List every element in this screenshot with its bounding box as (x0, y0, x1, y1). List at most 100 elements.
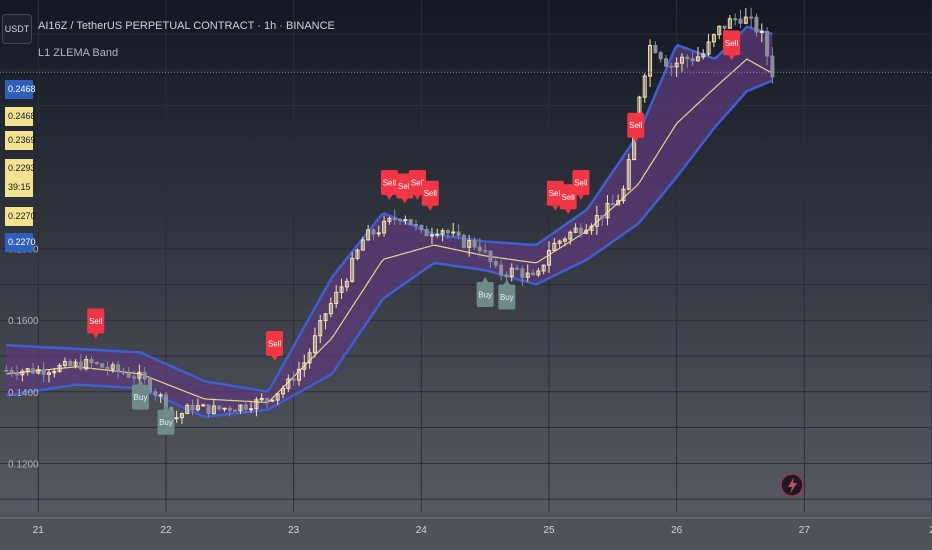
lightning-icon[interactable] (780, 473, 804, 497)
candles (4, 7, 775, 426)
candle-128 (685, 54, 690, 68)
candle-120 (642, 73, 647, 103)
sell-signal-13: Sell (627, 112, 645, 143)
candle-133 (711, 33, 716, 48)
candle-0 (4, 365, 9, 372)
candle-49 (265, 397, 270, 408)
candle-81 (435, 228, 440, 238)
price-label-6: 0.2270 (5, 233, 36, 252)
candle-58 (312, 327, 317, 358)
candle-136 (727, 14, 732, 29)
candle-115 (616, 194, 621, 206)
candle-78 (419, 224, 424, 234)
buy-signal-1: Buy (131, 379, 149, 410)
candle-39 (211, 399, 216, 415)
candle-67 (360, 236, 365, 251)
candle-64 (344, 277, 349, 292)
candle-124 (664, 55, 669, 68)
sell-signal-4: Sell (380, 169, 398, 200)
candle-13 (73, 359, 78, 369)
candle-125 (669, 62, 674, 77)
candle-130 (695, 46, 700, 62)
candle-40 (217, 405, 222, 412)
candle-75 (403, 215, 408, 225)
candle-54 (291, 371, 296, 386)
candle-12 (68, 358, 73, 367)
candle-5 (30, 362, 35, 375)
x-tick-7: 2 (929, 525, 932, 536)
candle-102 (546, 241, 551, 273)
candle-116 (621, 185, 626, 204)
candle-37 (201, 403, 206, 407)
buy-signal-2: Buy (157, 404, 175, 435)
candle-23 (126, 366, 131, 379)
svg-text:Sell: Sell (424, 189, 438, 198)
candle-86 (461, 233, 466, 249)
candle-24 (132, 370, 137, 386)
candle-22 (121, 367, 126, 376)
candle-98 (525, 264, 530, 282)
svg-text:Buy: Buy (478, 290, 492, 299)
candle-80 (429, 227, 434, 245)
currency-button[interactable]: USDT (2, 14, 32, 44)
candle-11 (62, 357, 67, 368)
y-tick-1: 0.1400 (8, 388, 39, 399)
candle-111 (594, 206, 599, 235)
price-label-5: 0.2270 (5, 207, 36, 226)
candle-52 (281, 385, 286, 399)
candle-92 (493, 255, 498, 269)
candle-107 (573, 223, 578, 234)
candle-29 (158, 392, 163, 403)
candle-77 (413, 220, 418, 231)
candle-117 (626, 153, 631, 191)
candle-108 (578, 223, 583, 238)
candle-15 (84, 355, 89, 371)
candle-110 (589, 223, 594, 235)
candle-112 (600, 215, 605, 227)
candle-47 (254, 397, 259, 417)
candle-126 (674, 57, 679, 77)
candle-113 (605, 195, 610, 226)
candle-141 (754, 13, 759, 37)
candle-87 (467, 234, 472, 257)
candle-129 (690, 51, 695, 66)
candle-9 (52, 367, 57, 378)
candle-68 (366, 224, 371, 241)
y-tick-0: 0.1200 (8, 459, 39, 470)
candle-35 (190, 399, 195, 416)
candle-10 (57, 363, 62, 373)
candle-61 (328, 297, 333, 318)
indicator-name[interactable]: L1 ZLEMA Band (38, 47, 119, 59)
countdown-label: 39:15 (5, 178, 33, 197)
candle-46 (249, 402, 254, 413)
candle-91 (488, 249, 493, 269)
candle-42 (227, 405, 232, 417)
buy-signal-9: Buy (498, 279, 516, 310)
candle-56 (302, 354, 307, 377)
candle-131 (701, 49, 706, 60)
svg-text:Sell: Sell (725, 39, 739, 48)
x-tick-2: 23 (288, 525, 300, 536)
candle-70 (376, 225, 381, 237)
candle-63 (339, 278, 344, 299)
candle-123 (658, 50, 663, 63)
candle-19 (105, 361, 110, 375)
candle-99 (531, 269, 536, 276)
candle-38 (206, 404, 211, 418)
candle-43 (233, 408, 238, 412)
svg-text:Sell: Sell (411, 178, 425, 187)
candle-121 (648, 39, 653, 87)
x-tick-5: 26 (671, 525, 683, 536)
candle-122 (653, 41, 658, 54)
candle-69 (371, 228, 376, 241)
candle-106 (568, 230, 573, 245)
candle-132 (706, 33, 711, 57)
symbol-title: AI16Z / TetherUS PERPETUAL CONTRACT · 1h… (38, 20, 335, 32)
candle-27 (148, 376, 153, 395)
candle-44 (238, 404, 243, 414)
candle-33 (179, 412, 184, 425)
band-upper-line (6, 25, 773, 393)
candle-89 (477, 238, 482, 257)
candle-144 (770, 47, 775, 84)
